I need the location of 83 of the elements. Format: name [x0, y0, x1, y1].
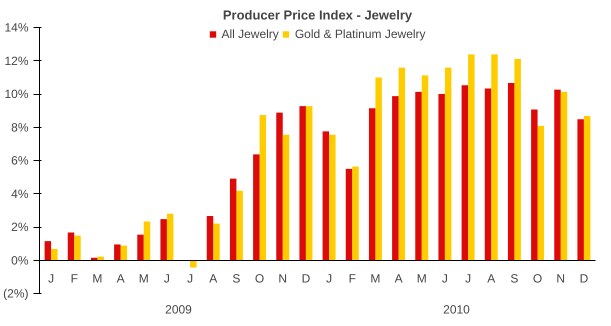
bar — [577, 119, 584, 260]
bar — [491, 54, 498, 260]
bar — [438, 94, 445, 260]
x-tick-label: M — [370, 271, 380, 286]
bar — [236, 190, 243, 260]
bar — [422, 75, 428, 260]
bar — [584, 116, 590, 260]
x-tick-label: J — [164, 271, 170, 286]
x-tick-label: M — [416, 271, 427, 286]
x-tick-label: F — [348, 271, 356, 286]
x-tick-label: D — [302, 271, 311, 286]
y-tick-label: 0% — [11, 253, 29, 268]
x-tick-label: O — [532, 271, 542, 286]
bar — [68, 232, 74, 260]
bar — [260, 114, 266, 260]
x-tick-label: J — [187, 271, 194, 286]
bar — [329, 134, 336, 260]
y-tick-label: 2% — [11, 220, 29, 234]
bar — [253, 154, 260, 260]
bar — [322, 131, 330, 260]
bar — [137, 234, 144, 260]
bar — [352, 166, 359, 260]
bar — [213, 224, 220, 260]
x-tick-label: J — [465, 271, 472, 286]
text: 2010 — [443, 302, 470, 316]
x-tick-label: N — [278, 271, 288, 286]
bar — [282, 134, 290, 260]
bar — [166, 214, 174, 260]
bar — [508, 83, 514, 260]
bar — [230, 178, 236, 260]
bar — [514, 58, 521, 260]
bar — [97, 256, 104, 260]
x-tick-label: D — [580, 271, 589, 286]
y-tick-label: 10% — [4, 87, 29, 101]
bar — [44, 241, 52, 260]
bar — [346, 168, 352, 260]
x-tick-label: J — [442, 271, 448, 286]
bar — [375, 78, 382, 260]
bar — [368, 108, 376, 260]
y-tick-label: 6% — [11, 154, 29, 168]
x-tick-label: F — [70, 271, 78, 286]
chart-title: Producer Price Index - Jewelry — [222, 8, 413, 22]
x-tick-label: S — [510, 271, 518, 286]
x-tick-label: O — [254, 271, 264, 286]
x-tick-label: J — [48, 271, 54, 286]
bar — [392, 96, 399, 260]
bar — [444, 68, 452, 260]
bar — [114, 244, 121, 260]
bar — [415, 92, 422, 260]
bar — [554, 90, 561, 260]
text: 2009 — [165, 302, 192, 316]
bar — [120, 246, 128, 260]
x-tick-label: A — [209, 271, 218, 286]
x-tick-label: M — [92, 271, 102, 286]
x-tick-label: A — [394, 271, 403, 286]
bar — [144, 222, 150, 260]
bar — [560, 92, 568, 260]
bar — [160, 219, 167, 260]
bar — [398, 68, 406, 260]
bar — [74, 236, 81, 260]
bar — [51, 248, 58, 260]
bar — [306, 106, 312, 260]
x-tick-label: S — [232, 271, 240, 286]
bar — [276, 112, 283, 260]
x-tick-label: A — [487, 271, 496, 286]
bar — [299, 106, 306, 260]
y-tick-label: 8% — [11, 120, 29, 134]
bar — [484, 88, 492, 260]
x-tick-label: M — [138, 271, 149, 286]
x-tick-label: N — [556, 271, 566, 286]
y-tick-label: 14% — [4, 20, 29, 34]
legend-label: All Jewelry — [221, 27, 279, 41]
bar — [468, 54, 475, 260]
legend-label: Gold & Platinum Jewelry — [294, 27, 426, 41]
bar — [531, 109, 538, 260]
bar — [206, 216, 214, 260]
y-tick-label: (2%) — [3, 286, 29, 300]
bar — [462, 85, 468, 260]
y-tick-label: 4% — [11, 186, 29, 201]
bar — [538, 126, 544, 260]
y-tick-label: 12% — [4, 54, 29, 68]
x-tick-label: J — [326, 271, 332, 286]
x-tick-label: A — [116, 271, 125, 286]
